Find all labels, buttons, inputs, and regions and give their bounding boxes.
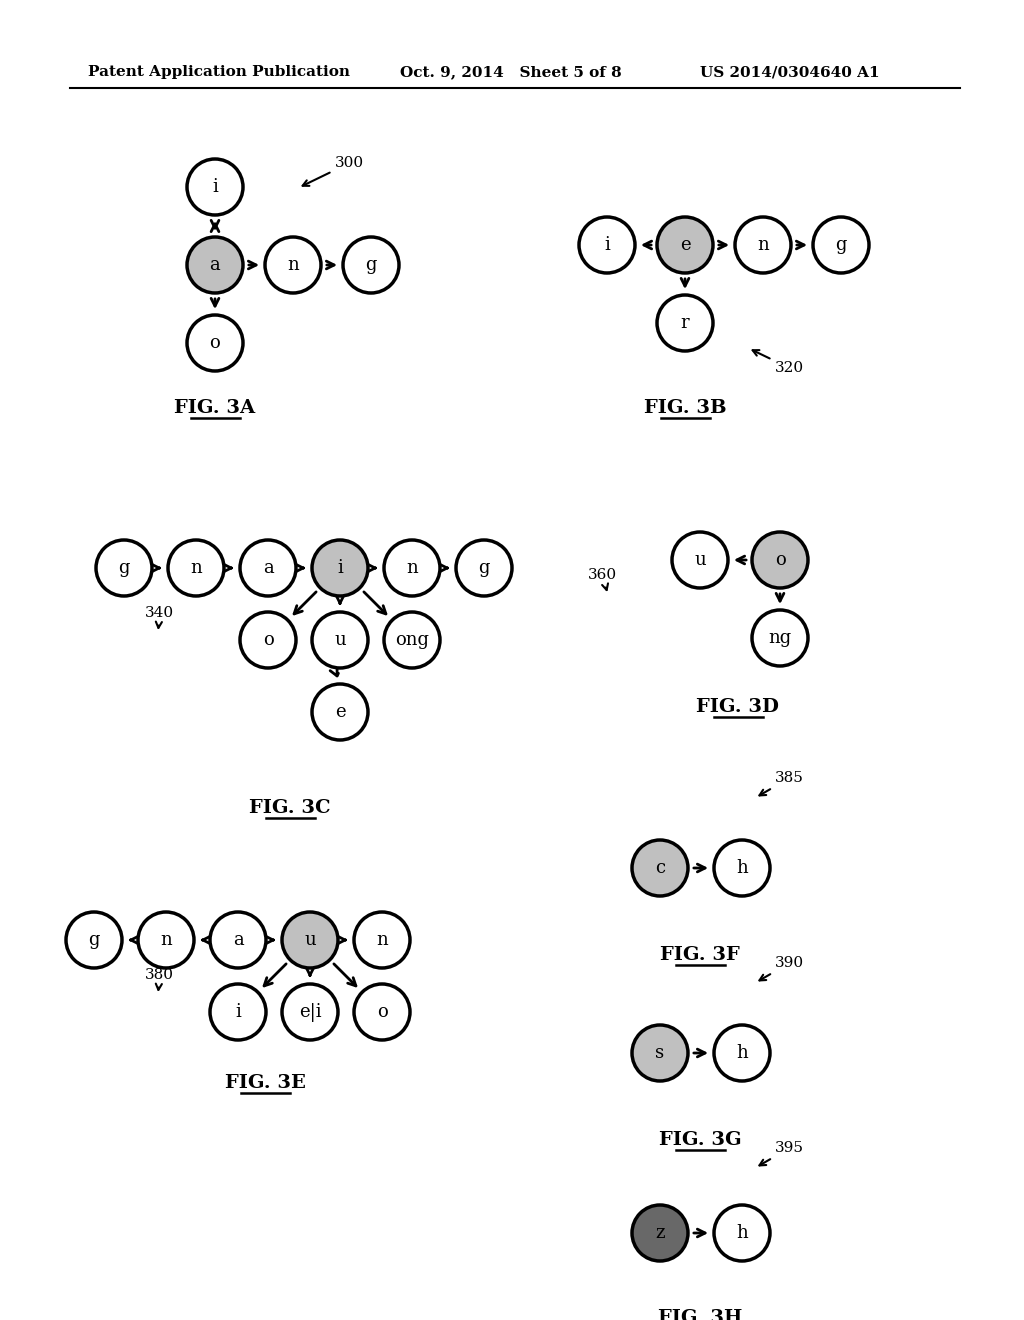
Text: g: g — [118, 558, 130, 577]
Text: u: u — [694, 550, 706, 569]
Circle shape — [714, 1205, 770, 1261]
Text: n: n — [376, 931, 388, 949]
Circle shape — [579, 216, 635, 273]
Circle shape — [714, 1026, 770, 1081]
Circle shape — [168, 540, 224, 597]
Text: i: i — [604, 236, 610, 253]
Text: n: n — [287, 256, 299, 275]
Text: FIG. 3B: FIG. 3B — [644, 399, 726, 417]
Text: o: o — [262, 631, 273, 649]
Text: FIG. 3E: FIG. 3E — [224, 1074, 305, 1092]
Circle shape — [672, 532, 728, 587]
Text: 385: 385 — [760, 771, 804, 796]
Text: FIG. 3D: FIG. 3D — [696, 698, 779, 715]
Text: i: i — [212, 178, 218, 195]
Text: h: h — [736, 859, 748, 876]
Text: o: o — [774, 550, 785, 569]
Circle shape — [384, 540, 440, 597]
Text: g: g — [366, 256, 377, 275]
Circle shape — [312, 540, 368, 597]
Circle shape — [632, 840, 688, 896]
Text: 380: 380 — [145, 968, 174, 990]
Text: a: a — [210, 256, 220, 275]
Text: ong: ong — [395, 631, 429, 649]
Text: g: g — [836, 236, 847, 253]
Text: 300: 300 — [303, 156, 365, 186]
Circle shape — [354, 912, 410, 968]
Circle shape — [312, 612, 368, 668]
Circle shape — [714, 840, 770, 896]
Circle shape — [210, 983, 266, 1040]
Circle shape — [282, 983, 338, 1040]
Text: FIG. 3C: FIG. 3C — [249, 799, 331, 817]
Text: e: e — [335, 704, 345, 721]
Text: u: u — [304, 931, 315, 949]
Text: Oct. 9, 2014   Sheet 5 of 8: Oct. 9, 2014 Sheet 5 of 8 — [400, 65, 622, 79]
Text: c: c — [655, 859, 665, 876]
Text: i: i — [337, 558, 343, 577]
Text: n: n — [160, 931, 172, 949]
Text: n: n — [757, 236, 769, 253]
Circle shape — [138, 912, 194, 968]
Text: o: o — [210, 334, 220, 352]
Text: n: n — [407, 558, 418, 577]
Text: g: g — [478, 558, 489, 577]
Text: g: g — [88, 931, 99, 949]
Text: a: a — [232, 931, 244, 949]
Circle shape — [343, 238, 399, 293]
Text: FIG. 3F: FIG. 3F — [660, 946, 740, 964]
Circle shape — [813, 216, 869, 273]
Text: n: n — [190, 558, 202, 577]
Text: r: r — [681, 314, 689, 333]
FancyArrowPatch shape — [330, 667, 338, 676]
Circle shape — [187, 158, 243, 215]
Text: 360: 360 — [588, 568, 617, 590]
Text: i: i — [236, 1003, 241, 1020]
Text: 340: 340 — [145, 606, 174, 628]
Circle shape — [66, 912, 122, 968]
Text: FIG. 3H: FIG. 3H — [657, 1309, 742, 1320]
Text: Patent Application Publication: Patent Application Publication — [88, 65, 350, 79]
Circle shape — [632, 1026, 688, 1081]
Circle shape — [456, 540, 512, 597]
Text: US 2014/0304640 A1: US 2014/0304640 A1 — [700, 65, 880, 79]
Circle shape — [632, 1205, 688, 1261]
Text: s: s — [655, 1044, 665, 1063]
Circle shape — [752, 532, 808, 587]
Circle shape — [312, 684, 368, 741]
Text: ng: ng — [768, 630, 792, 647]
Circle shape — [384, 612, 440, 668]
Text: o: o — [377, 1003, 387, 1020]
Circle shape — [187, 238, 243, 293]
Circle shape — [354, 983, 410, 1040]
Text: e: e — [680, 236, 690, 253]
Text: u: u — [334, 631, 346, 649]
Text: FIG. 3G: FIG. 3G — [658, 1131, 741, 1148]
Circle shape — [752, 610, 808, 667]
Text: h: h — [736, 1044, 748, 1063]
Text: 395: 395 — [760, 1140, 804, 1166]
Text: 390: 390 — [760, 956, 804, 981]
Circle shape — [240, 540, 296, 597]
Circle shape — [210, 912, 266, 968]
Text: 320: 320 — [753, 350, 804, 375]
Circle shape — [187, 315, 243, 371]
Text: a: a — [262, 558, 273, 577]
Circle shape — [240, 612, 296, 668]
Circle shape — [735, 216, 791, 273]
Circle shape — [657, 294, 713, 351]
Circle shape — [96, 540, 152, 597]
Text: e|i: e|i — [299, 1002, 322, 1022]
Text: FIG. 3A: FIG. 3A — [174, 399, 256, 417]
Text: z: z — [655, 1224, 665, 1242]
Text: h: h — [736, 1224, 748, 1242]
Circle shape — [265, 238, 321, 293]
Circle shape — [657, 216, 713, 273]
Circle shape — [282, 912, 338, 968]
